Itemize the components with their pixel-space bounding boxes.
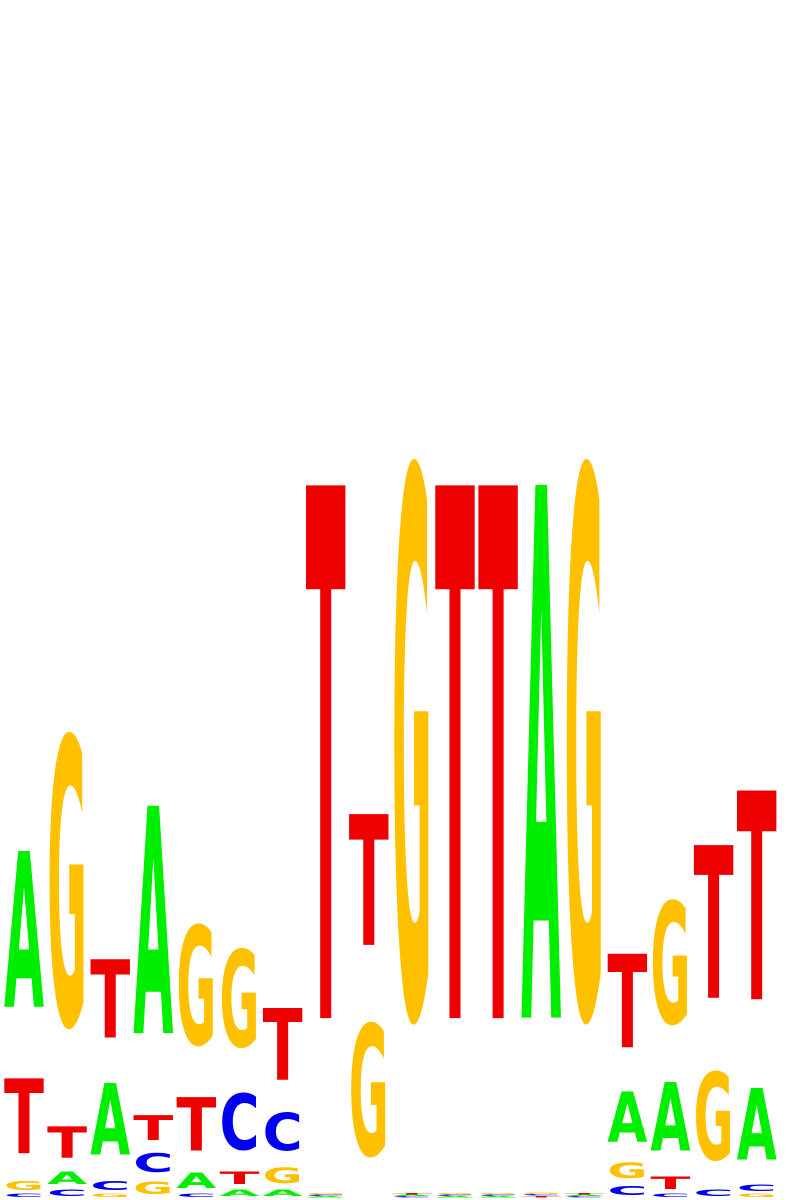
logo-letter-g: G: [607, 1158, 647, 1183]
logo-letter-g: G: [4, 1178, 44, 1193]
logo-letter-t: T: [392, 1194, 433, 1195]
logo-letter-c: C: [306, 1195, 346, 1196]
logo-letter-a: A: [651, 1064, 691, 1173]
logo-letter-a: A: [4, 809, 44, 1058]
logo-letter-a: A: [220, 1188, 260, 1198]
logo-letter-t: T: [263, 990, 303, 1104]
logo-letter-t: T: [176, 1083, 216, 1168]
logo-letter-g: G: [47, 660, 87, 1118]
logo-letter-c: C: [694, 1188, 734, 1198]
logo-letter-a: A: [564, 1195, 605, 1197]
logo-letter-t: T: [306, 341, 346, 1191]
logo-letter-a: A: [435, 1196, 476, 1198]
logo-letter-a: A: [90, 1063, 130, 1178]
logo-letter-g: G: [133, 1178, 173, 1198]
logo-letter-g: G: [564, 320, 604, 1191]
logo-letter-a: A: [176, 1168, 217, 1193]
logo-letter-c: C: [435, 1195, 475, 1196]
logo-letter-g: G: [90, 1193, 130, 1198]
logo-letter-t: T: [651, 1173, 692, 1193]
logo-letter-c: C: [478, 1195, 518, 1196]
logo-letter-t: T: [90, 939, 130, 1063]
logo-letter-t: T: [435, 341, 475, 1191]
logo-letter-t: T: [133, 1108, 173, 1148]
logo-letter-g: G: [737, 1193, 777, 1198]
logo-letter-a: A: [392, 1195, 433, 1197]
logo-letter-c: C: [392, 1197, 432, 1198]
logo-letter-g: G: [435, 1194, 475, 1195]
logo-letter-a: A: [478, 1196, 519, 1198]
logo-letter-g: G: [263, 1163, 303, 1188]
logo-letter-a: A: [306, 1196, 347, 1198]
logo-letter-c: C: [263, 1104, 303, 1163]
logo-letter-t: T: [521, 1196, 562, 1198]
logo-letter-g: G: [478, 1194, 518, 1195]
logo-letter-t: T: [349, 780, 389, 988]
logo-letter-t: T: [737, 733, 777, 1067]
logo-letter-c: C: [47, 1188, 87, 1198]
logo-letter-a: A: [607, 1080, 647, 1159]
logo-letter-c: C: [564, 1197, 604, 1198]
logo-letter-g: G: [306, 1194, 346, 1195]
logo-letter-a: A: [521, 340, 561, 1191]
logo-letter-g: G: [220, 923, 260, 1078]
logo-letter-t: T: [478, 341, 518, 1191]
logo-letter-a: A: [737, 1068, 777, 1183]
logo-letter-t: T: [47, 1119, 87, 1169]
logo-letter-c: C: [176, 1193, 216, 1198]
logo-letter-t: T: [4, 1058, 44, 1178]
logo-letter-c: C: [737, 1183, 777, 1193]
logo-letter-c: C: [90, 1178, 130, 1193]
logo-letter-g: G: [349, 990, 389, 1199]
logo-letter-g: G: [392, 320, 432, 1191]
logo-letter-a: A: [47, 1168, 87, 1188]
logo-letter-g: G: [694, 1048, 734, 1188]
logo-letter-g: G: [651, 868, 691, 1062]
logo-letter-a: A: [263, 1188, 303, 1198]
logo-letter-c: C: [220, 1078, 260, 1168]
logo-letter-t: T: [564, 1194, 605, 1195]
logo-letter-c: C: [4, 1193, 44, 1198]
logo-letter-c: C: [607, 1183, 647, 1198]
logo-letter-t: T: [694, 804, 734, 1048]
logo-letter-c: C: [521, 1195, 561, 1196]
logo-letter-g: G: [176, 895, 216, 1083]
logo-letter-c: C: [133, 1148, 173, 1178]
logo-letter-a: A: [133, 743, 173, 1107]
logo-letter-t: T: [220, 1168, 261, 1188]
logo-letter-g: G: [521, 1193, 561, 1194]
logo-letter-c: C: [651, 1193, 691, 1198]
logo-letter-t: T: [607, 928, 647, 1078]
